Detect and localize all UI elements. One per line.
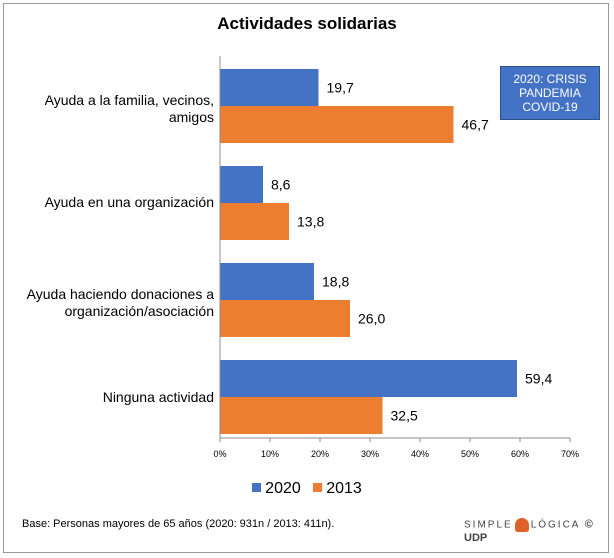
x-tick-label-5: 50% xyxy=(461,449,479,459)
x-tick-label-7: 70% xyxy=(561,449,579,459)
x-tick-label-4: 40% xyxy=(411,449,429,459)
chart-frame xyxy=(3,3,609,553)
bar-label-2013-1: 13,8 xyxy=(297,214,324,230)
legend-swatch-2020 xyxy=(252,483,262,493)
bar-2020-0 xyxy=(220,69,319,106)
x-tick-label-1: 10% xyxy=(261,449,279,459)
bar-label-2020-0: 19,7 xyxy=(327,80,354,96)
bar-label-2013-3: 32,5 xyxy=(391,408,418,424)
category-label-2-line2: organización/asociación xyxy=(64,303,214,319)
legend-item-2013: 2013 xyxy=(313,480,362,498)
bar-2013-0 xyxy=(220,106,454,143)
bar-chart-plot: 19,7 8,6 18,8 59,4 46,7 13,8 26,0 32,5 0% 10% 20% 3… xyxy=(213,56,579,459)
bar-2013-3 xyxy=(220,397,383,434)
legend-swatch-2013 xyxy=(313,483,323,493)
bar-2013-1 xyxy=(220,203,289,240)
x-tick-label-6: 60% xyxy=(511,449,529,459)
category-label-0-line1: Ayuda a la familia, vecinos, xyxy=(44,92,214,108)
bar-label-2013-2: 26,0 xyxy=(358,311,385,327)
category-label-1: Ayuda en una organización xyxy=(14,194,214,211)
category-label-3: Ninguna actividad xyxy=(14,389,214,406)
annotation-line-3: COVID-19 xyxy=(522,100,578,114)
category-label-0-line2: amigos xyxy=(168,109,214,125)
x-tick-label-2: 20% xyxy=(311,449,329,459)
tree-icon xyxy=(514,518,529,532)
bar-label-2013-0: 46,7 xyxy=(462,117,489,133)
x-tick-label-3: 30% xyxy=(361,449,379,459)
annotation-line-1: 2020: CRISIS xyxy=(513,72,587,86)
bar-2013-2 xyxy=(220,300,350,337)
category-label-2: Ayuda haciendo donaciones a organización… xyxy=(14,286,214,320)
simple-logica-logo: SIMPLE LÓGICA © UDP xyxy=(464,518,614,544)
legend-label-2013: 2013 xyxy=(326,480,362,497)
category-label-2-line1: Ayuda haciendo donaciones a xyxy=(26,286,214,302)
bar-label-2020-1: 8,6 xyxy=(271,177,291,193)
bar-label-2020-2: 18,8 xyxy=(322,274,349,290)
legend-label-2020: 2020 xyxy=(265,480,301,497)
logo-text-right: LÓGICA xyxy=(530,519,580,531)
logo-suffix: © UDP xyxy=(464,518,593,544)
category-label-1-line1: Ayuda en una organización xyxy=(44,194,214,210)
bar-2020-1 xyxy=(220,166,263,203)
category-label-3-line1: Ninguna actividad xyxy=(102,389,214,405)
category-label-0: Ayuda a la familia, vecinos, amigos xyxy=(14,92,214,126)
footnote: Base: Personas mayores de 65 años (2020:… xyxy=(22,518,335,530)
x-tick-label-0: 0% xyxy=(213,449,226,459)
annotation-line-2: PANDEMIA xyxy=(519,86,581,100)
bar-2020-3 xyxy=(220,360,517,397)
legend: 2020 2013 xyxy=(0,480,614,498)
chart-title: Actividades solidarias xyxy=(217,14,397,33)
bar-2020-2 xyxy=(220,263,314,300)
legend-item-2020: 2020 xyxy=(252,480,301,498)
logo-text-left: SIMPLE xyxy=(464,519,513,531)
bar-label-2020-3: 59,4 xyxy=(525,371,552,387)
pandemic-annotation-box: 2020: CRISIS PANDEMIA COVID-19 xyxy=(500,66,600,120)
